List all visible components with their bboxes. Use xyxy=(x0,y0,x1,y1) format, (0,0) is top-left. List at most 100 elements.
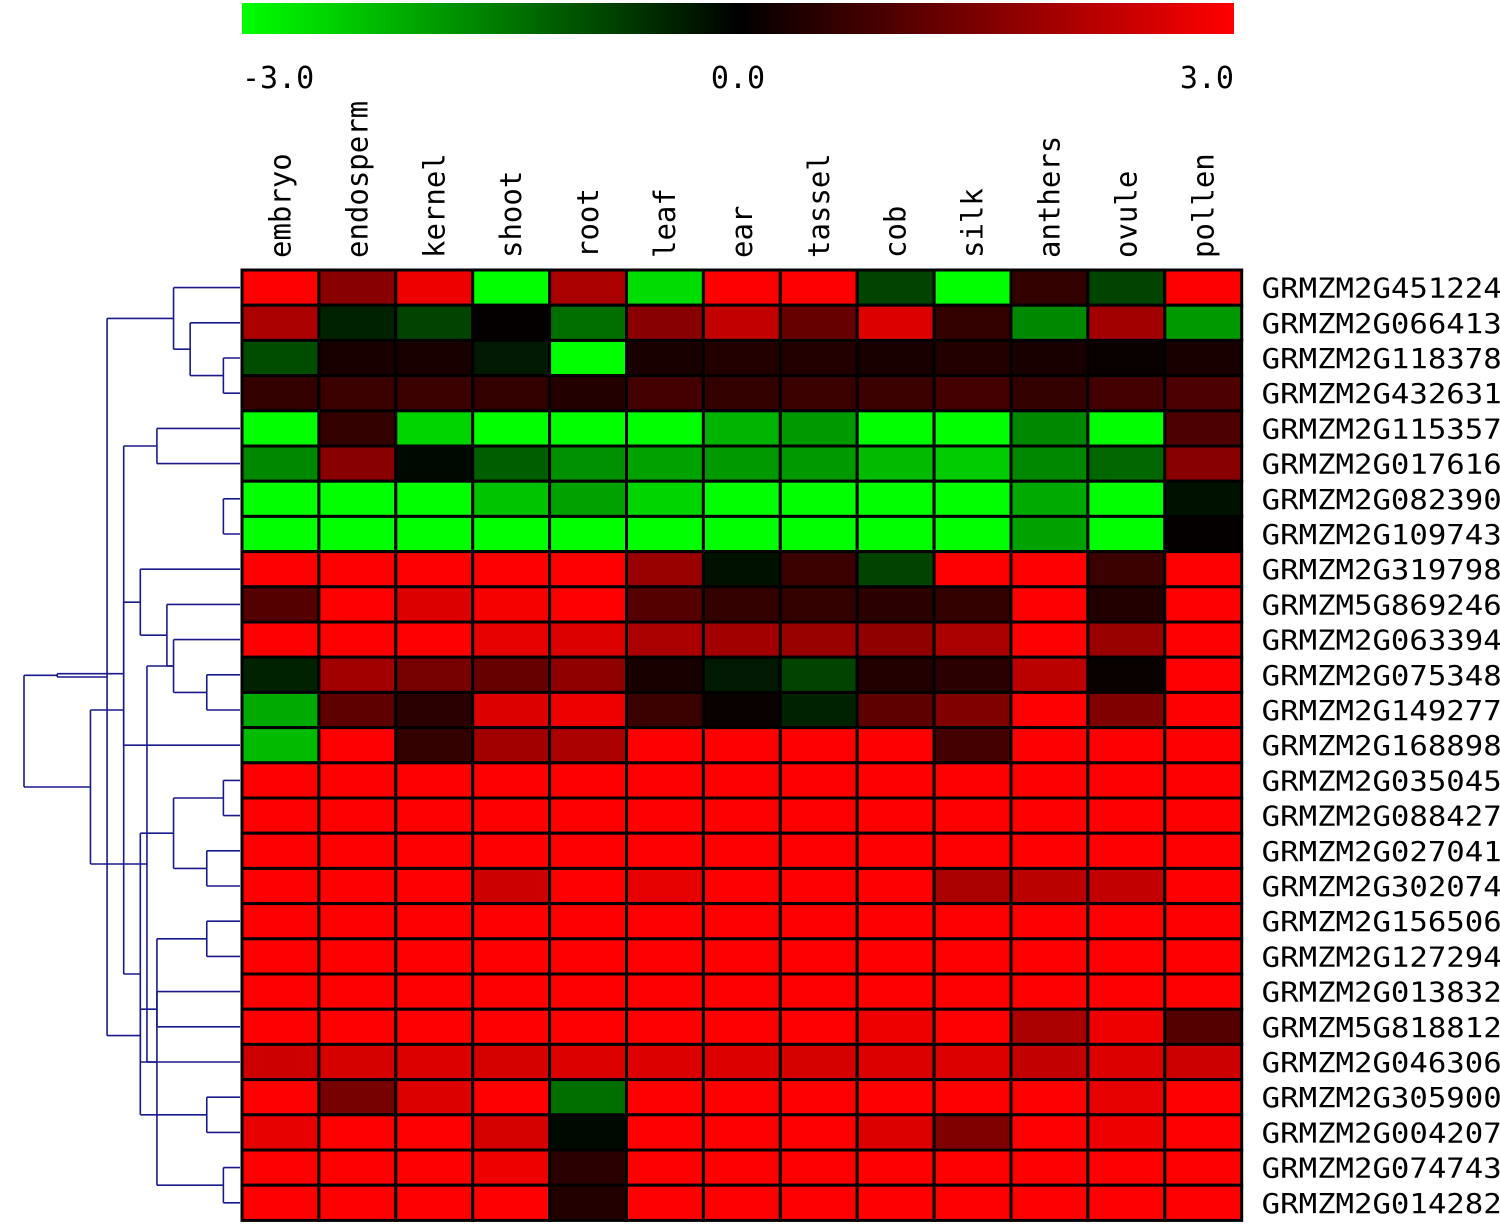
heatmap-cell xyxy=(548,972,628,1011)
heatmap-cell xyxy=(1086,479,1167,518)
heatmap-cell xyxy=(317,374,398,413)
heatmap-cell xyxy=(778,690,859,730)
heatmap-cell xyxy=(1163,444,1244,483)
heatmap-cell xyxy=(701,1042,782,1082)
heatmap-cell xyxy=(394,902,475,941)
heatmap-cell xyxy=(701,655,782,694)
heatmap-cell xyxy=(625,655,705,694)
column-label-embryo: embryo xyxy=(263,153,297,258)
heatmap-cell xyxy=(1009,831,1090,870)
heatmap-cell xyxy=(625,796,705,835)
heatmap-cell xyxy=(471,726,552,765)
heatmap-cell xyxy=(1086,409,1167,448)
heatmap-cell xyxy=(240,303,321,342)
heatmap-cell xyxy=(701,690,782,730)
heatmap-cell xyxy=(932,902,1013,941)
heatmap-cell xyxy=(1086,831,1167,870)
heatmap-cell xyxy=(1086,1183,1167,1222)
heatmap-cell xyxy=(1086,1148,1167,1187)
heatmap-cell xyxy=(625,1183,705,1222)
heatmap-cell xyxy=(855,338,936,378)
heatmap-cell xyxy=(240,726,321,765)
heatmap-cell xyxy=(932,585,1013,624)
heatmap-cell xyxy=(394,1148,475,1187)
heatmap-cell xyxy=(701,937,782,976)
heatmap-cell xyxy=(394,1007,475,1046)
row-label-grmzm2g432631: GRMZM2G432631 xyxy=(1262,377,1500,410)
row-label-grmzm2g305900: GRMZM2G305900 xyxy=(1262,1081,1500,1114)
heatmap-cell xyxy=(548,550,628,589)
heatmap-cell xyxy=(778,866,859,906)
heatmap-cell xyxy=(1163,796,1244,835)
heatmap-cell xyxy=(1086,1042,1167,1082)
heatmap-cell xyxy=(1086,374,1167,413)
heatmap-cell xyxy=(932,303,1013,342)
heatmap-cell xyxy=(1163,1183,1244,1222)
heatmap-cell xyxy=(548,690,628,730)
heatmap-cell xyxy=(394,620,475,659)
heatmap-cell xyxy=(855,409,936,448)
heatmap-cell xyxy=(1009,866,1090,906)
heatmap-cell xyxy=(625,1042,705,1082)
heatmap-cell xyxy=(394,338,475,378)
heatmap-cell xyxy=(625,444,705,483)
heatmap-cell xyxy=(548,338,628,378)
heatmap-cell xyxy=(471,761,552,800)
column-labels: embryo endosperm kernel shoot root leaf ear tas… xyxy=(263,101,1220,258)
heatmap-cell xyxy=(471,1183,552,1222)
heatmap-cell xyxy=(240,655,321,694)
row-label-grmzm2g156506: GRMZM2G156506 xyxy=(1262,905,1500,938)
heatmap-cell xyxy=(1086,726,1167,765)
heatmap-cell xyxy=(548,1183,628,1222)
heatmap-cell xyxy=(778,338,859,378)
heatmap-cell xyxy=(471,409,552,448)
heatmap-cell xyxy=(1086,1078,1167,1117)
heatmap-cell xyxy=(548,902,628,941)
heatmap-cell xyxy=(1163,303,1244,342)
heatmap-cell xyxy=(932,338,1013,378)
heatmap-cell xyxy=(240,514,321,554)
heatmap-cell xyxy=(240,866,321,906)
heatmap-cell xyxy=(317,1183,398,1222)
heatmap-cell xyxy=(855,1042,936,1082)
heatmap-cell xyxy=(1009,620,1090,659)
heatmap-cell xyxy=(1163,831,1244,870)
heatmap-cell xyxy=(1163,937,1244,976)
heatmap-cell xyxy=(317,690,398,730)
heatmap-cell xyxy=(240,1007,321,1046)
heatmap-cell xyxy=(240,972,321,1011)
heatmap-cell xyxy=(548,866,628,906)
heatmap-cell xyxy=(855,374,936,413)
row-label-grmzm2g302074: GRMZM2G302074 xyxy=(1262,870,1500,903)
heatmap-cell xyxy=(1163,726,1244,765)
heatmap-cell xyxy=(625,268,705,307)
heatmap-cell xyxy=(317,831,398,870)
heatmap-cell xyxy=(932,937,1013,976)
heatmap-cell xyxy=(625,409,705,448)
heatmap-cell xyxy=(701,374,782,413)
heatmap-cell xyxy=(317,338,398,378)
heatmap-cell xyxy=(394,690,475,730)
heatmap-cell xyxy=(1163,550,1244,589)
heatmap-cell xyxy=(548,761,628,800)
row-label-grmzm2g319798: GRMZM2G319798 xyxy=(1262,553,1500,586)
heatmap-cell xyxy=(1009,761,1090,800)
heatmap-cell xyxy=(317,761,398,800)
heatmap-cell xyxy=(240,796,321,835)
heatmap-cell xyxy=(778,1148,859,1187)
heatmap-cell xyxy=(1163,479,1244,518)
heatmap-cell xyxy=(701,726,782,765)
heatmap-cell xyxy=(548,585,628,624)
heatmap-cell xyxy=(855,514,936,554)
heatmap-cell xyxy=(1163,1148,1244,1187)
heatmap-cell xyxy=(778,620,859,659)
heatmap-cell xyxy=(778,374,859,413)
heatmap-cell xyxy=(855,1078,936,1117)
heatmap-cell xyxy=(932,1042,1013,1082)
heatmap-cell xyxy=(471,902,552,941)
heatmap-cell xyxy=(855,1007,936,1046)
heatmap-cell xyxy=(471,620,552,659)
heatmap-cell xyxy=(317,796,398,835)
heatmap-cell xyxy=(1009,514,1090,554)
